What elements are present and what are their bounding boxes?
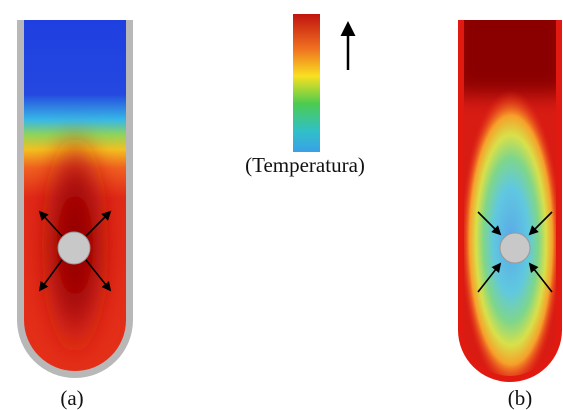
panel-label: (a) <box>60 386 83 410</box>
figure: (a) (Temperatura) (b) <box>0 0 563 410</box>
tube-a <box>20 20 130 390</box>
colorbar-label: (Temperatura) <box>245 153 365 177</box>
panel-label: (b) <box>508 386 533 410</box>
colorbar <box>293 14 320 152</box>
particle <box>58 232 90 264</box>
particle <box>500 233 530 263</box>
tube-b <box>450 0 563 400</box>
